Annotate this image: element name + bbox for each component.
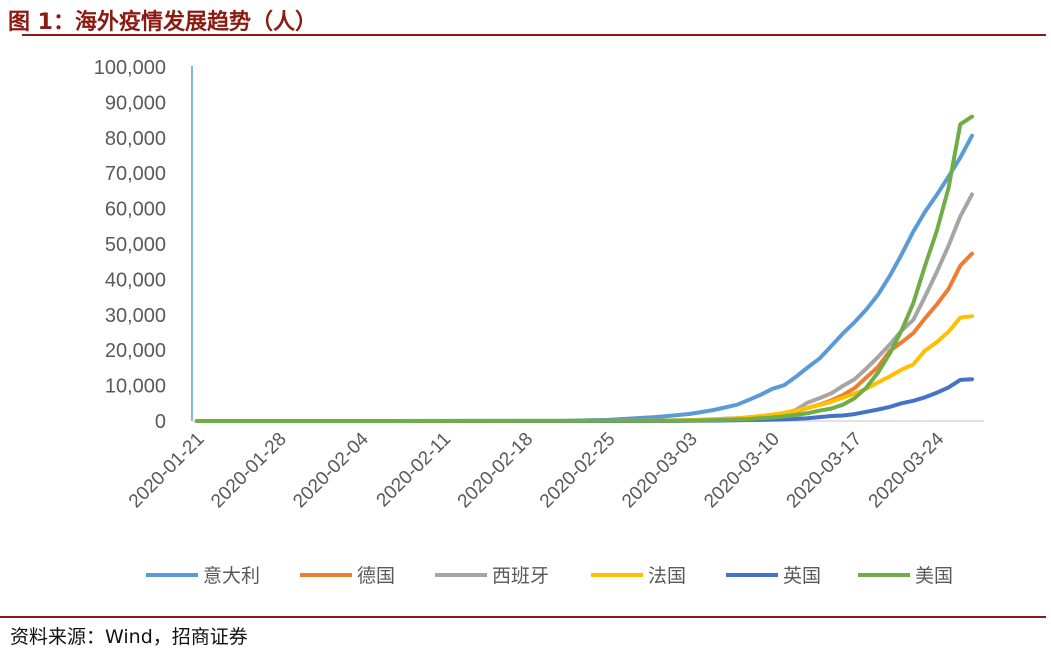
x-tick-label: 2020-01-21 xyxy=(125,429,209,513)
y-tick-label: 80,000 xyxy=(105,128,166,150)
y-tick-label: 30,000 xyxy=(105,305,166,327)
legend-label: 西班牙 xyxy=(492,565,549,587)
x-tick-label: 2020-03-03 xyxy=(618,429,702,513)
legend-label: 意大利 xyxy=(203,565,260,587)
x-tick-label: 2020-03-24 xyxy=(865,428,949,512)
legend-label: 德国 xyxy=(357,565,395,587)
y-tick-label: 90,000 xyxy=(105,92,166,114)
y-tick-labels: 0 10,000 20,000 30,000 40,000 50,000 60,000 70,… xyxy=(94,57,166,433)
x-tick-label: 2020-03-17 xyxy=(783,429,867,513)
series-line-6 xyxy=(195,114,974,423)
title-divider xyxy=(22,34,1046,36)
y-tick-label: 60,000 xyxy=(105,199,166,221)
y-tick-label: 20,000 xyxy=(105,340,166,362)
series-lines xyxy=(195,114,974,423)
legend: 意大利 德国 西班牙 法国 英国 美国 xyxy=(146,565,953,587)
y-tick-label: 0 xyxy=(155,411,166,433)
x-tick-label: 2020-01-28 xyxy=(207,429,291,513)
footer-divider xyxy=(0,616,1046,618)
x-tick-label: 2020-02-04 xyxy=(289,428,373,512)
y-tick-label: 50,000 xyxy=(105,234,166,256)
x-tick-label: 2020-03-10 xyxy=(700,429,784,513)
source-note: 资料来源：Wind，招商证券 xyxy=(10,626,248,648)
y-tick-label: 40,000 xyxy=(105,269,166,291)
y-tick-label: 10,000 xyxy=(105,376,166,398)
legend-label: 英国 xyxy=(783,565,821,587)
x-tick-label: 2020-02-11 xyxy=(373,429,456,512)
x-tick-label: 2020-02-25 xyxy=(536,429,620,513)
x-tick-label: 2020-02-18 xyxy=(454,429,538,513)
series-line-1 xyxy=(195,133,974,423)
figure-title: 图 1：海外疫情发展趋势（人） xyxy=(8,10,317,35)
y-tick-label: 100,000 xyxy=(94,57,166,79)
legend-label: 美国 xyxy=(915,565,953,587)
y-tick-label: 70,000 xyxy=(105,163,166,185)
line-chart: 0 10,000 20,000 30,000 40,000 50,000 60,000 70,… xyxy=(94,57,984,587)
legend-label: 法国 xyxy=(648,565,686,587)
series-line-4 xyxy=(195,314,974,423)
